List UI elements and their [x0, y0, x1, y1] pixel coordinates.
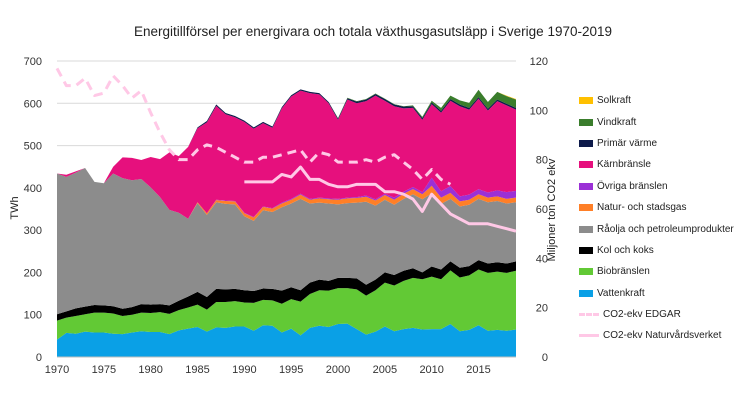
x-tick-label: 1975	[92, 364, 116, 376]
x-tick-label: 1985	[185, 364, 209, 376]
y-axis-right-label: Miljoner ton CO2 ekv	[546, 158, 558, 261]
legend-item-co2-ekv-naturvardsverket: CO2-ekv Naturvårdsverket	[579, 325, 744, 346]
legend-item-natur-och-stadsgas: Natur- och stadsgas	[579, 197, 744, 218]
x-tick-label: 2015	[466, 364, 490, 376]
axes: 1970 1975 1980 1985 1990 1995 2000 2005 2010 2015…	[24, 56, 548, 376]
y-tick-label-right: 80	[536, 155, 548, 167]
legend-swatch	[579, 204, 593, 212]
legend-item-ovriga-branslen: Övriga bränslen	[579, 176, 744, 197]
legend-swatch	[579, 289, 593, 297]
y-tick-label-right: 40	[536, 253, 548, 265]
y-tick-label-right: 120	[530, 56, 548, 68]
x-tick-label: 2005	[373, 364, 397, 376]
legend-label: Övriga bränslen	[597, 180, 668, 192]
area-raolja-och-petroleumprodukter	[57, 167, 516, 315]
area-natur-och-stadsgas	[57, 167, 516, 221]
legend-swatch	[579, 182, 593, 190]
legend-label: Vattenkraft	[597, 287, 645, 299]
x-tick-label: 1970	[45, 364, 69, 376]
legend-swatch	[579, 225, 593, 233]
legend-swatch	[579, 313, 599, 317]
legend-label: Kärnbränsle	[597, 159, 651, 171]
y-tick-label-left: 500	[24, 141, 42, 153]
legend-swatch	[579, 268, 593, 276]
legend-item-raolja-och-petroleumprodukter: Råolja och petroleumprodukter	[579, 218, 744, 239]
legend-item-vattenkraft: Vattenkraft	[579, 283, 744, 304]
legend-item-solkraft: Solkraft	[579, 90, 744, 111]
y-tick-label-right: 60	[536, 204, 548, 216]
legend-swatch	[579, 161, 593, 169]
line-co2-ekv-edgar	[55, 67, 452, 186]
y-tick-label-right: 100	[530, 105, 548, 117]
area-karnbransle	[57, 90, 516, 219]
area-biobranslen	[57, 269, 516, 340]
legend-label: Solkraft	[597, 95, 631, 107]
y-tick-label-left: 200	[24, 267, 42, 279]
legend-item-co2-ekv-edgar: CO2-ekv EDGAR	[579, 304, 744, 325]
y-axis-left-label: TWh	[9, 196, 21, 219]
stacked-areas	[57, 89, 516, 357]
legend-swatch	[579, 139, 593, 147]
legend-item-biobranslen: Biobränslen	[579, 261, 744, 282]
y-tick-label-right: 20	[536, 303, 548, 315]
legend-label: Kol och koks	[597, 244, 654, 256]
y-tick-label-left: 0	[36, 352, 42, 364]
y-tick-label-left: 100	[24, 310, 42, 322]
legend: Solkraft Vindkraft Primär värme Kärnbränsle…	[579, 90, 744, 347]
y-tick-label-left: 300	[24, 225, 42, 237]
legend-swatch	[579, 246, 593, 254]
emission-lines	[55, 67, 517, 233]
legend-label: Biobränslen	[597, 266, 650, 278]
legend-label: CO2-ekv EDGAR	[603, 309, 681, 321]
legend-item-primar-varme: Primär värme	[579, 133, 744, 154]
legend-swatch	[579, 334, 599, 338]
legend-item-kol-och-koks: Kol och koks	[579, 240, 744, 261]
y-tick-label-left: 700	[24, 56, 42, 68]
legend-label: Råolja och petroleumprodukter	[597, 223, 734, 235]
chart-title: Energitillförsel per energivara och tota…	[134, 24, 612, 39]
x-tick-label: 2000	[326, 364, 350, 376]
legend-item-vindkraft: Vindkraft	[579, 111, 744, 132]
x-tick-label: 1980	[138, 364, 162, 376]
y-tick-label-left: 400	[24, 183, 42, 195]
area-kol-och-koks	[57, 260, 516, 321]
legend-label: CO2-ekv Naturvårdsverket	[603, 330, 722, 342]
legend-swatch	[579, 118, 593, 126]
line-co2-ekv-naturvardsverket	[244, 165, 517, 233]
x-tick-label: 1995	[279, 364, 303, 376]
legend-label: Primär värme	[597, 137, 658, 149]
x-tick-label: 2010	[419, 364, 443, 376]
y-tick-label-right: 0	[542, 352, 548, 364]
y-tick-label-left: 600	[24, 98, 42, 110]
x-tick-label: 1990	[232, 364, 256, 376]
legend-item-karnbransle: Kärnbränsle	[579, 154, 744, 175]
area-vattenkraft	[57, 323, 516, 357]
legend-swatch	[579, 97, 593, 105]
legend-label: Vindkraft	[597, 116, 637, 128]
legend-label: Natur- och stadsgas	[597, 202, 687, 214]
